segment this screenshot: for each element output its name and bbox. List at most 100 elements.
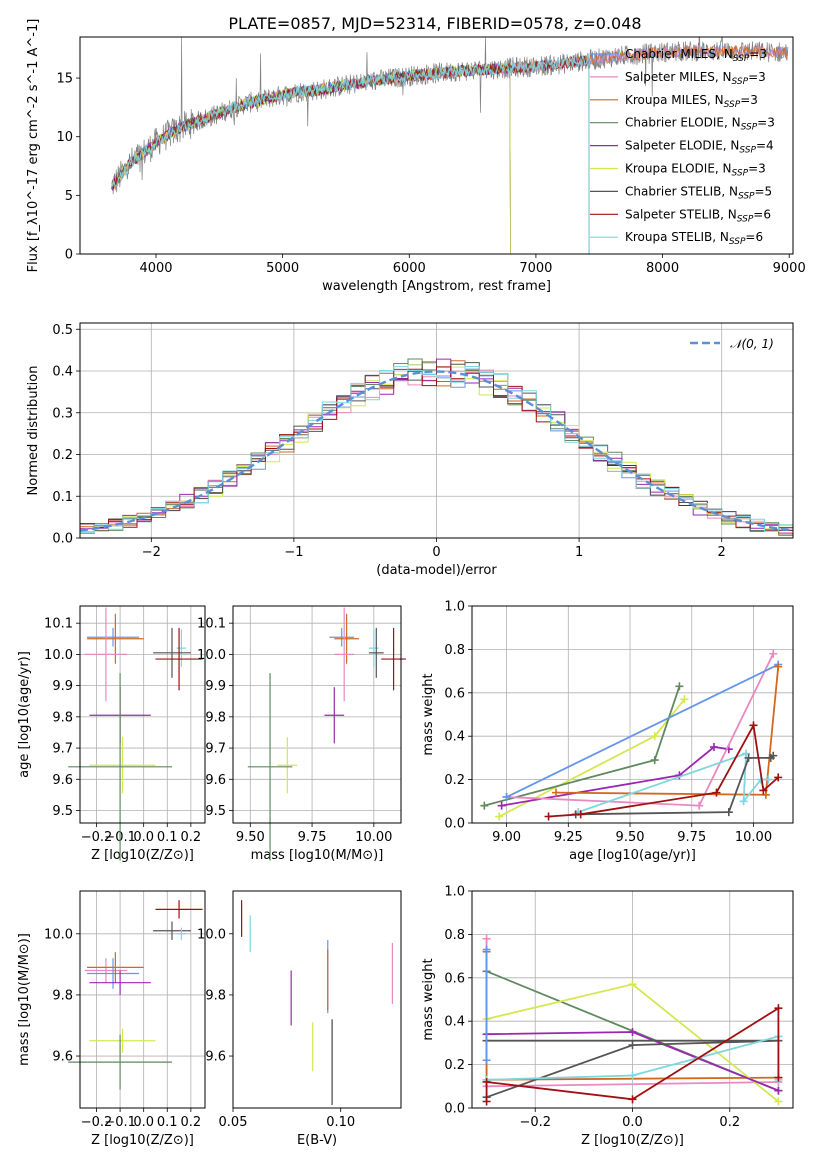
x-tick-label: 7000 bbox=[519, 261, 552, 276]
weight-marker bbox=[675, 682, 684, 691]
weight-marker bbox=[628, 1041, 637, 1050]
weight-marker bbox=[769, 649, 778, 658]
weight-marker bbox=[739, 797, 748, 806]
weight-marker bbox=[764, 775, 773, 784]
y-tick-label: 10 bbox=[56, 130, 73, 145]
x-tick-label: 8000 bbox=[646, 261, 679, 276]
y-axis-label: mass [log10(M/M⊙)] bbox=[17, 933, 32, 1066]
x-tick-label: −0.2 bbox=[81, 1115, 113, 1130]
residual-histogram-step bbox=[80, 366, 793, 531]
y-axis-label: age [log10(age/yr)] bbox=[17, 651, 32, 778]
y-axis-label: Flux [f_λ10^-17 erg cm^-2 s^-1 A^-1] bbox=[26, 19, 41, 273]
x-tick-label: −0.1 bbox=[104, 1115, 136, 1130]
y-tick-label: 0.0 bbox=[444, 1102, 465, 1117]
weight-marker bbox=[774, 1004, 783, 1013]
x-tick-label: −0.2 bbox=[81, 830, 113, 845]
plot-frame bbox=[79, 605, 206, 824]
x-tick-label: 4000 bbox=[139, 261, 172, 276]
x-tick-label: 9.25 bbox=[554, 830, 583, 845]
age-vs-mass-plot: 9.50 9.75 10.00 9.5 9.6 9.7 9.8 9.9 10.0 10.1 mass… bbox=[197, 605, 406, 863]
weight-marker bbox=[628, 1095, 637, 1104]
x-tick-label: 9.50 bbox=[236, 830, 265, 845]
plot-area bbox=[80, 891, 205, 1108]
plot-frame bbox=[471, 890, 794, 1109]
weight-marker bbox=[480, 801, 489, 810]
x-tick-label: −0.2 bbox=[519, 1115, 551, 1130]
plot-area bbox=[233, 606, 401, 823]
y-tick-label: 9.9 bbox=[205, 679, 226, 694]
weight-marker bbox=[724, 808, 733, 817]
y-axis-label: mass weight bbox=[421, 673, 436, 755]
residual-histogram-step bbox=[80, 366, 793, 533]
spectrum-legend: Chabrier MILES, NSSP=3 Salpeter MILES, NS… bbox=[590, 47, 775, 247]
y-tick-label: 9.9 bbox=[52, 679, 73, 694]
y-tick-label: 10.1 bbox=[197, 617, 226, 632]
weight-marker bbox=[628, 980, 637, 989]
x-tick-label: 2 bbox=[718, 545, 726, 560]
y-tick-label: 0.4 bbox=[444, 730, 465, 745]
spectrum-plot: 4000 5000 6000 7000 8000 9000 0 5 10 15 wavelength… bbox=[26, 19, 806, 294]
weight-vs-metallicity-plot: −0.2 0.0 0.2 0.0 0.2 0.4 0.6 0.8 1.0 Z [log10(Z/Z… bbox=[421, 885, 794, 1148]
spectrum-lines bbox=[111, 37, 789, 254]
weight-marker bbox=[497, 801, 506, 810]
weight-marker bbox=[742, 749, 751, 758]
y-tick-label: 5 bbox=[65, 189, 73, 204]
weight-marker bbox=[628, 1028, 637, 1037]
x-tick-label: 10.00 bbox=[735, 830, 772, 845]
weight-marker bbox=[712, 788, 721, 797]
y-tick-label: 9.6 bbox=[52, 1050, 73, 1065]
x-tick-label: 9.50 bbox=[616, 830, 645, 845]
model-spectrum-line bbox=[111, 52, 590, 254]
weight-marker bbox=[495, 812, 504, 821]
normal-distribution-curve bbox=[79, 370, 794, 532]
y-tick-label: 9.7 bbox=[52, 742, 73, 757]
x-axis-label: age [log10(age/yr)] bbox=[569, 848, 696, 863]
x-tick-label: 0.0 bbox=[133, 830, 154, 845]
y-tick-label: 9.6 bbox=[52, 773, 73, 788]
weight-marker bbox=[482, 945, 491, 954]
weight-marker bbox=[551, 788, 560, 797]
x-tick-label: 9.75 bbox=[677, 830, 706, 845]
y-tick-label: 0.0 bbox=[444, 817, 465, 832]
weight-marker bbox=[482, 1056, 491, 1065]
legend-entry: Kroupa MILES, NSSP=3 bbox=[625, 93, 758, 110]
x-tick-label: 1 bbox=[575, 545, 583, 560]
legend-entry: Chabrier STELIB, NSSP=5 bbox=[625, 184, 772, 201]
mass-vs-metallicity-plot: −0.2−0.10.0 0.1 0.2 9.6 9.8 10.0 Z [log10(Z/Z⊙… bbox=[17, 890, 206, 1148]
weight-marker bbox=[482, 1097, 491, 1106]
plot-frame bbox=[232, 890, 402, 1109]
x-axis-label: Z [log10(Z/Z⊙)] bbox=[91, 848, 194, 863]
weight-marker bbox=[650, 732, 659, 741]
y-tick-label: 10.1 bbox=[44, 617, 73, 632]
weight-marker bbox=[769, 751, 778, 760]
x-tick-label: 10.00 bbox=[355, 830, 392, 845]
plot-area bbox=[80, 606, 205, 823]
y-tick-label: 0.2 bbox=[52, 448, 73, 463]
model-spectrum-line bbox=[111, 55, 590, 254]
x-tick-label: 0.0 bbox=[133, 1115, 154, 1130]
weight-marker bbox=[502, 792, 511, 801]
plot-frame bbox=[79, 322, 794, 539]
weight-series-line bbox=[501, 746, 729, 807]
y-tick-label: 10.0 bbox=[197, 927, 226, 942]
y-tick-label: 9.6 bbox=[205, 773, 226, 788]
x-axis-label: Z [log10(Z/Z⊙)] bbox=[581, 1133, 684, 1148]
y-tick-label: 9.7 bbox=[205, 742, 226, 757]
legend-entry: Kroupa ELODIE, NSSP=3 bbox=[625, 162, 766, 179]
x-axis-label: Z [log10(Z/Z⊙)] bbox=[91, 1133, 194, 1148]
y-tick-label: 10.0 bbox=[197, 648, 226, 663]
y-tick-label: 0.8 bbox=[444, 928, 465, 943]
y-tick-label: 10.0 bbox=[44, 927, 73, 942]
x-tick-label: 0.0 bbox=[622, 1115, 643, 1130]
weight-marker bbox=[774, 1097, 783, 1106]
y-tick-label: 0.0 bbox=[52, 532, 73, 547]
residual-histogram-plot: −2 −1 0 1 2 0.0 0.1 0.2 0.3 0.4 0.5 (data-model)/er… bbox=[26, 322, 794, 578]
weight-marker bbox=[774, 773, 783, 782]
weight-marker bbox=[709, 743, 718, 752]
weight-marker bbox=[749, 721, 758, 730]
legend-entry: Kroupa STELIB, NSSP=6 bbox=[625, 230, 763, 247]
x-axis-label: E(B-V) bbox=[297, 1133, 337, 1148]
weight-marker bbox=[576, 810, 585, 819]
y-tick-label: 10.0 bbox=[44, 648, 73, 663]
weight-marker bbox=[695, 801, 704, 810]
